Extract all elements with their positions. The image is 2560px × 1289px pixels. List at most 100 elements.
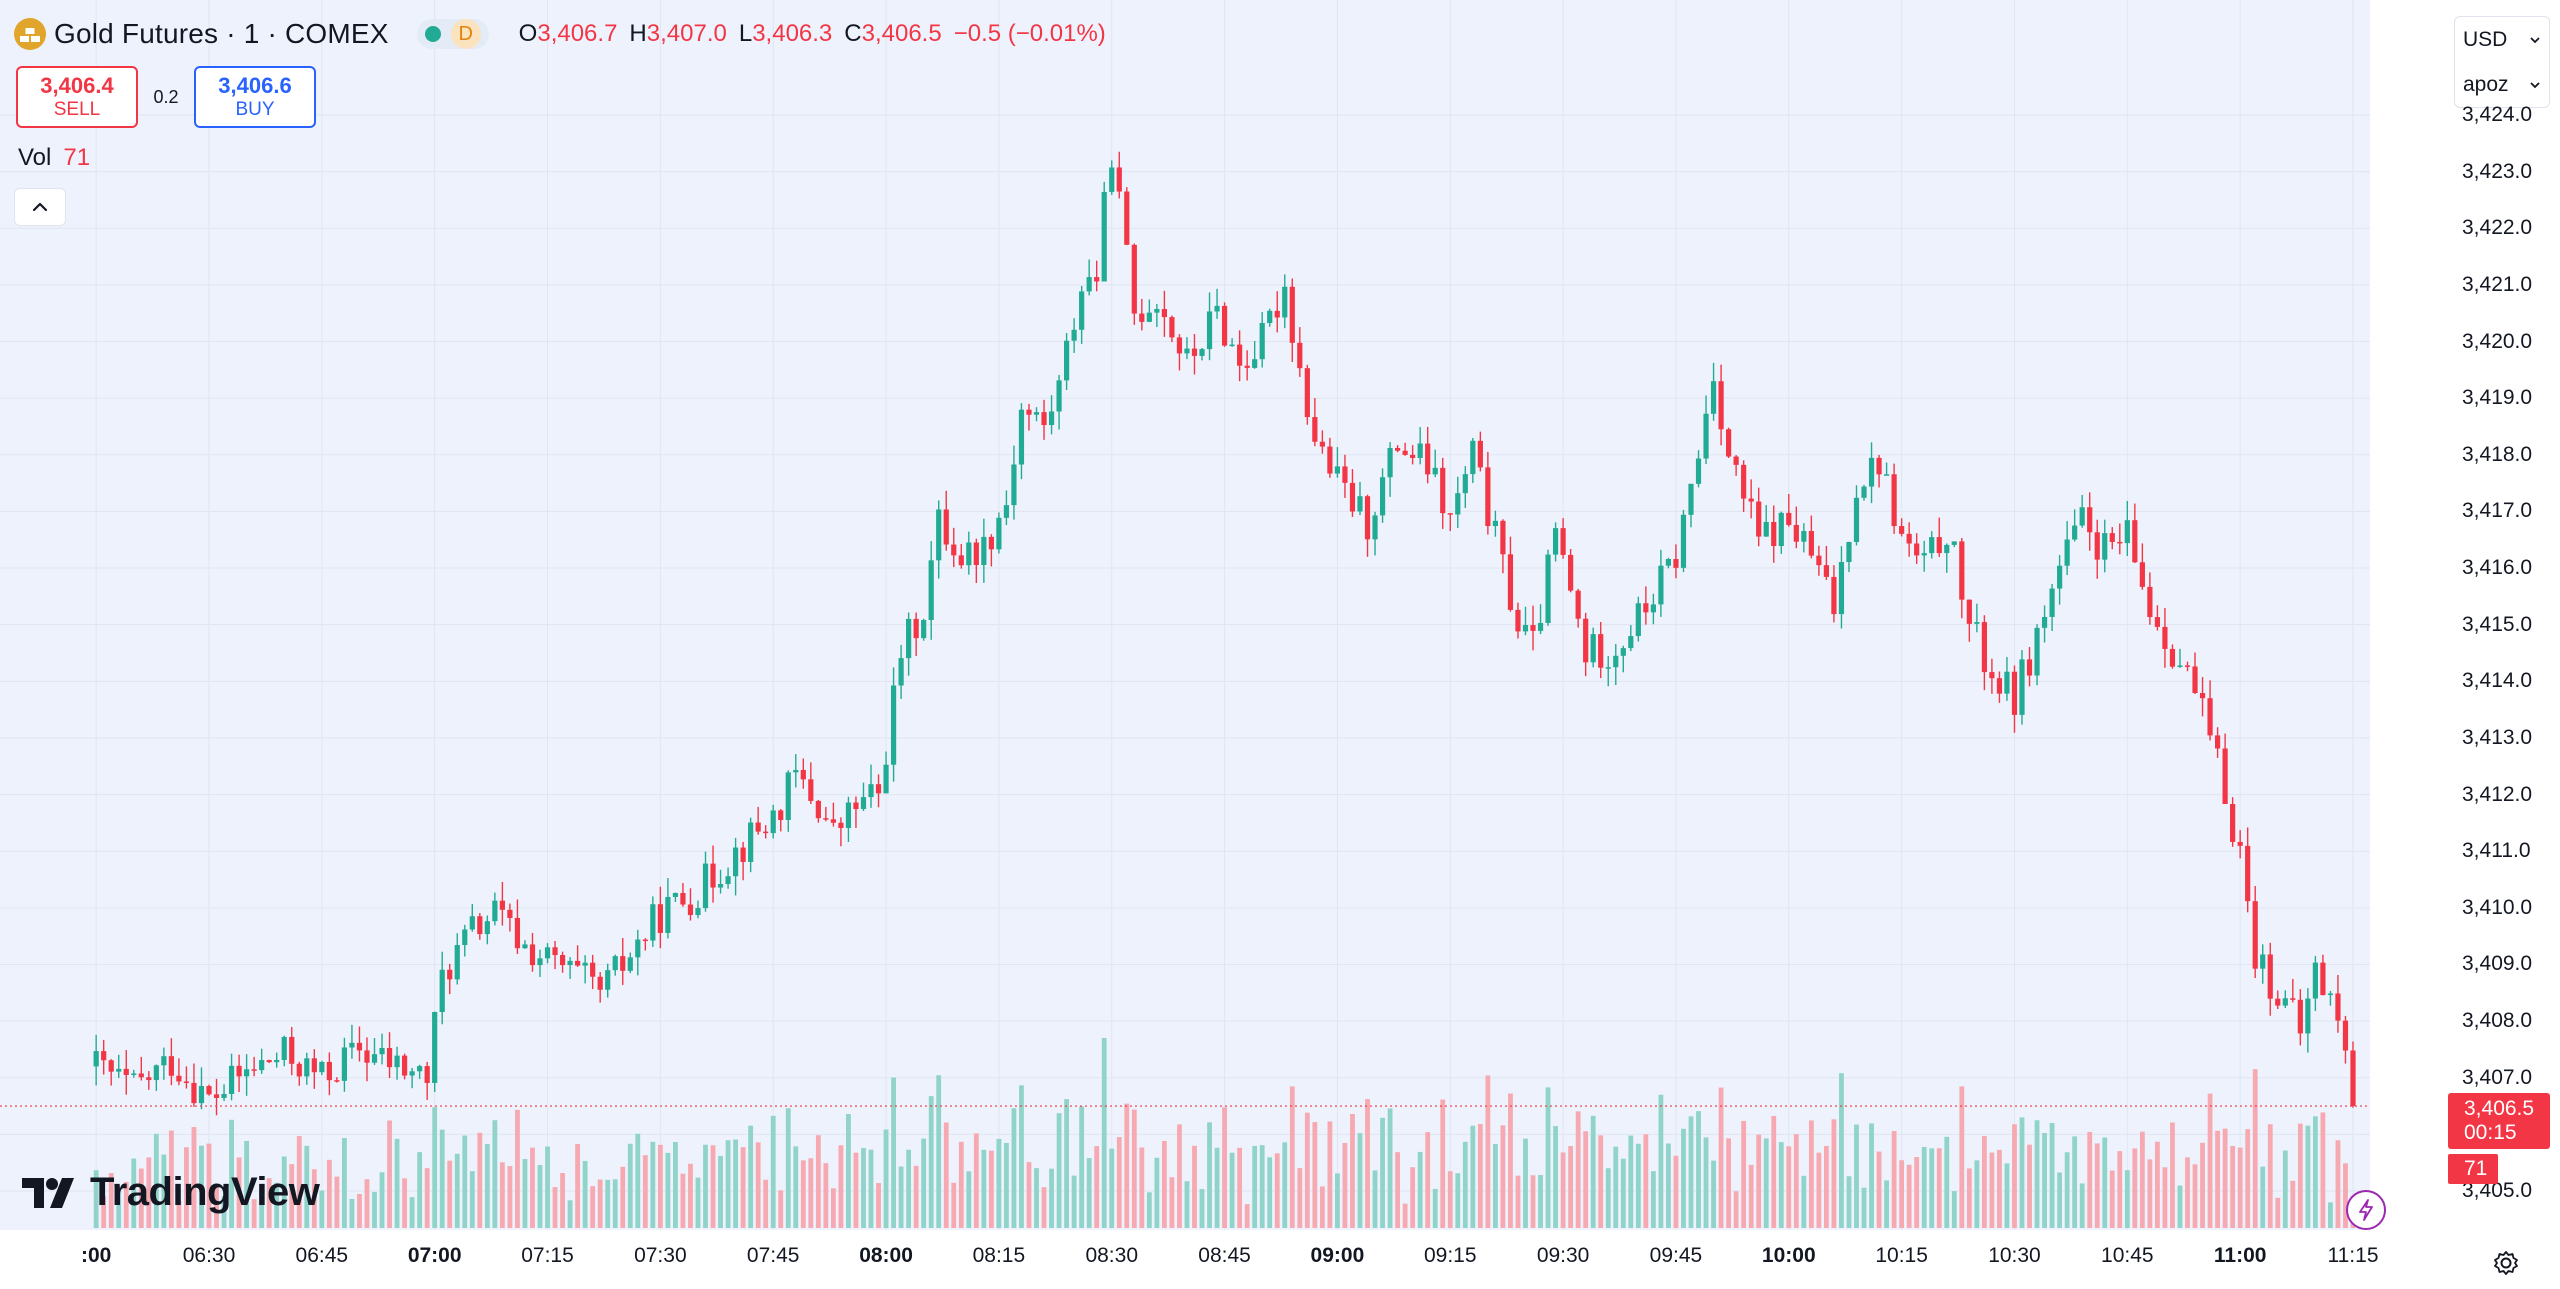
candle-body xyxy=(1071,329,1077,341)
volume-bar xyxy=(1274,1153,1280,1228)
volume-bar xyxy=(342,1138,347,1228)
candle-body xyxy=(1718,381,1724,430)
volume-bar xyxy=(221,1196,227,1228)
candle-body xyxy=(409,1071,415,1076)
volume-bar xyxy=(1387,1108,1393,1228)
volume-bar xyxy=(1696,1111,1701,1228)
price-tick-label: 3,423.0 xyxy=(2462,159,2533,183)
candle-body xyxy=(808,779,814,801)
volume-bar xyxy=(770,1115,776,1228)
high-value: 3,407.0 xyxy=(646,20,727,47)
volume-bar xyxy=(913,1165,919,1228)
market-status-pill[interactable]: D xyxy=(416,19,489,49)
time-tick-label: 07:00 xyxy=(407,1244,462,1267)
volume-bar xyxy=(2335,1140,2341,1228)
candle-body xyxy=(1695,458,1702,484)
candle-body xyxy=(2169,648,2176,667)
candle-body xyxy=(1545,554,1551,623)
candle-body xyxy=(2245,845,2251,902)
candle-body xyxy=(605,970,611,990)
volume-bar xyxy=(2252,1069,2258,1228)
candle-body xyxy=(1996,678,2003,694)
volume-bar xyxy=(612,1179,618,1228)
candle-body xyxy=(665,896,671,933)
volume-bar xyxy=(2177,1185,2183,1228)
volume-bar xyxy=(138,1168,144,1228)
candle-body xyxy=(221,1093,227,1098)
volume-bar xyxy=(1763,1138,1769,1228)
delayed-data-badge[interactable]: D xyxy=(450,19,481,49)
sell-button[interactable]: 3,406.4 SELL xyxy=(16,66,138,128)
volume-bar xyxy=(2057,1172,2063,1228)
candle-body xyxy=(1823,565,1830,577)
volume-bar xyxy=(2312,1116,2318,1228)
volume-bar xyxy=(906,1149,912,1228)
volume-bar xyxy=(259,1187,265,1228)
candle-body xyxy=(755,822,761,832)
candle-body xyxy=(417,1066,423,1072)
candle-body xyxy=(2320,962,2326,996)
volume-bar xyxy=(740,1147,746,1228)
price-tick-label: 3,409.0 xyxy=(2462,952,2533,976)
candle-body xyxy=(1417,443,1423,458)
volume-bar xyxy=(582,1160,588,1228)
candle-body xyxy=(1214,305,1220,312)
candle-body xyxy=(2117,541,2123,544)
volume-bar xyxy=(2109,1170,2115,1228)
candle-body xyxy=(981,536,987,565)
volume-legend[interactable]: Vol 71 xyxy=(18,144,90,172)
unit-selector[interactable]: apoz xyxy=(2455,62,2549,107)
volume-bar xyxy=(1470,1125,1476,1228)
volume-bar xyxy=(733,1139,738,1228)
time-axis[interactable] xyxy=(0,1230,2560,1289)
volume-bar xyxy=(725,1140,731,1228)
volume-bar xyxy=(244,1140,250,1228)
candle-body xyxy=(514,917,521,949)
symbol-title[interactable]: Gold Futures · 1 · COMEX xyxy=(54,18,389,49)
lightning-icon[interactable] xyxy=(2346,1190,2386,1230)
volume-bar xyxy=(1523,1138,1528,1228)
volume-bar xyxy=(1026,1162,1032,1228)
candle-body xyxy=(1387,447,1393,478)
volume-bar xyxy=(1237,1147,1243,1228)
currency-selector[interactable]: USD xyxy=(2455,17,2549,62)
volume-bar xyxy=(417,1152,423,1228)
candle-body xyxy=(1184,348,1190,354)
volume-bar xyxy=(1410,1167,1416,1228)
tradingview-logo[interactable]: TradingView xyxy=(22,1170,320,1215)
candle-body xyxy=(2147,586,2153,618)
candle-body xyxy=(1492,520,1498,527)
volume-bar xyxy=(1304,1112,1310,1228)
gear-icon[interactable] xyxy=(2486,1243,2526,1283)
candle-body xyxy=(1131,244,1137,314)
candlestick-chart[interactable] xyxy=(0,0,2370,1230)
candle-body xyxy=(1154,309,1160,313)
volume-bar xyxy=(883,1129,889,1228)
candle-body xyxy=(2041,616,2048,628)
candle-body xyxy=(1477,440,1483,468)
candle-body xyxy=(1304,368,1310,418)
candle-body xyxy=(906,618,912,659)
chart-plot-area[interactable] xyxy=(0,0,2370,1230)
candle-body xyxy=(2109,533,2115,542)
price-axis[interactable] xyxy=(2370,0,2560,1230)
buy-button[interactable]: 3,406.6 BUY xyxy=(194,66,316,128)
volume-bar xyxy=(981,1149,987,1228)
candle-body xyxy=(1989,672,1995,679)
volume-bar xyxy=(454,1153,460,1228)
volume-bar xyxy=(387,1120,392,1228)
volume-bar xyxy=(1432,1188,1438,1228)
candle-body xyxy=(1079,291,1085,330)
candle-body xyxy=(1786,512,1792,525)
candle-body xyxy=(2026,659,2033,676)
candle-body xyxy=(650,904,656,941)
volume-bar xyxy=(1959,1086,1965,1228)
volume-bar xyxy=(402,1178,407,1228)
chart-legend-header: Gold Futures · 1 · COMEX D O 3,406.7 H 3,4… xyxy=(14,14,1118,54)
candle-body xyxy=(1064,340,1070,381)
collapse-legend-button[interactable] xyxy=(14,188,66,226)
candle-body xyxy=(597,976,603,990)
volume-bar xyxy=(1906,1164,1912,1228)
candle-body xyxy=(1966,599,1972,624)
volume-bar xyxy=(1086,1158,1092,1228)
